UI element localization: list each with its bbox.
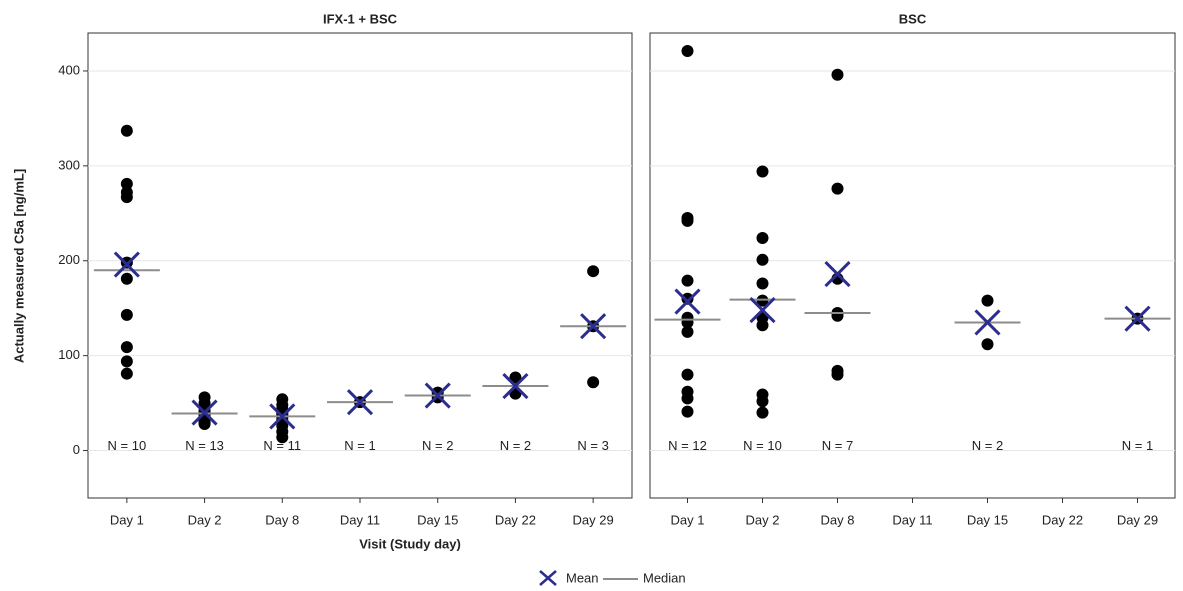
- n-label: N = 10: [743, 438, 782, 453]
- legend: Mean Median: [539, 570, 686, 586]
- mean: [974, 309, 1001, 336]
- mean: [502, 372, 529, 400]
- x-tick-label: Day 1: [671, 512, 705, 527]
- n-label: N = 3: [577, 438, 608, 453]
- n-label: N = 2: [972, 438, 1003, 453]
- y-tick-label: 0: [73, 442, 80, 457]
- y-tick-label: 200: [58, 252, 80, 267]
- data-point: [681, 392, 694, 405]
- panel-title: IFX-1 + BSC: [323, 11, 398, 26]
- n-label: N = 7: [822, 438, 853, 453]
- data-point: [756, 253, 769, 266]
- data-point: [981, 338, 994, 351]
- n-label: N = 2: [500, 438, 531, 453]
- data-point: [756, 395, 769, 408]
- data-point: [756, 277, 769, 290]
- mean: [674, 288, 701, 315]
- data-point: [756, 231, 769, 244]
- mean: [191, 399, 218, 426]
- n-label: N = 1: [1122, 438, 1153, 453]
- plot-area: [649, 32, 1176, 499]
- x-axis-label: Visit (Study day): [359, 536, 461, 551]
- n-label: N = 11: [263, 438, 301, 453]
- legend-median: Median: [643, 570, 686, 585]
- x-tick-label: Day 11: [340, 512, 380, 527]
- y-tick-label: 400: [58, 62, 80, 77]
- plot-area: [87, 32, 633, 499]
- data-point: [681, 274, 694, 287]
- mean: [113, 251, 140, 278]
- data-point: [831, 368, 844, 381]
- y-tick-label: 300: [58, 157, 80, 172]
- data-point: [681, 368, 694, 381]
- data-point: [681, 292, 694, 305]
- x-tick-label: Day 1: [110, 512, 144, 527]
- data-point: [831, 68, 844, 81]
- y-tick-label: 100: [58, 347, 80, 362]
- data-point: [681, 325, 694, 338]
- data-point: [120, 308, 133, 321]
- data-point: [831, 309, 844, 322]
- mean: [269, 403, 296, 430]
- n-label: N = 1: [344, 438, 375, 453]
- x-tick-label: Day 11: [892, 512, 932, 527]
- mean: [424, 382, 451, 409]
- data-point: [831, 182, 844, 195]
- data-point: [120, 191, 133, 204]
- x-tick-label: Day 29: [573, 512, 614, 527]
- x-tick-label: Day 22: [495, 512, 536, 527]
- x-tick-label: Day 2: [188, 512, 222, 527]
- x-tick-label: Day 8: [265, 512, 299, 527]
- data-point: [756, 319, 769, 332]
- x-tick-label: Day 8: [821, 512, 855, 527]
- x-tick-label: Day 2: [746, 512, 780, 527]
- data-point: [681, 405, 694, 418]
- mean: [346, 389, 374, 416]
- data-point: [981, 294, 994, 307]
- data-point: [276, 431, 289, 444]
- data-point: [756, 406, 769, 419]
- mean: [1124, 305, 1151, 332]
- n-label: N = 13: [185, 438, 224, 453]
- mean: [749, 297, 776, 324]
- x-tick-label: Day 29: [1117, 512, 1158, 527]
- data-point: [120, 355, 133, 368]
- data-point: [509, 371, 522, 384]
- data-point: [120, 124, 133, 137]
- legend-mean-symbol: [539, 570, 557, 586]
- n-label: N = 10: [108, 438, 147, 453]
- data-point: [198, 417, 211, 430]
- legend-mean: Mean: [566, 570, 599, 585]
- x-tick-label: Day 22: [1042, 512, 1083, 527]
- x-tick-label: Day 15: [967, 512, 1008, 527]
- n-label: N = 2: [422, 438, 453, 453]
- data-point: [120, 177, 133, 190]
- mean: [580, 313, 607, 340]
- data-point: [120, 367, 133, 380]
- data-point: [681, 214, 694, 227]
- panel-title: BSC: [899, 11, 927, 26]
- data-point: [756, 165, 769, 178]
- data-point: [587, 376, 600, 389]
- data-point: [120, 272, 133, 285]
- n-label: N = 12: [668, 438, 707, 453]
- data-point: [587, 265, 600, 278]
- data-point: [681, 45, 694, 58]
- mean: [824, 260, 851, 288]
- y-axis-label: Actually measured C5a [ng/mL]: [11, 169, 26, 363]
- x-tick-label: Day 15: [417, 512, 458, 527]
- data-point: [120, 341, 133, 354]
